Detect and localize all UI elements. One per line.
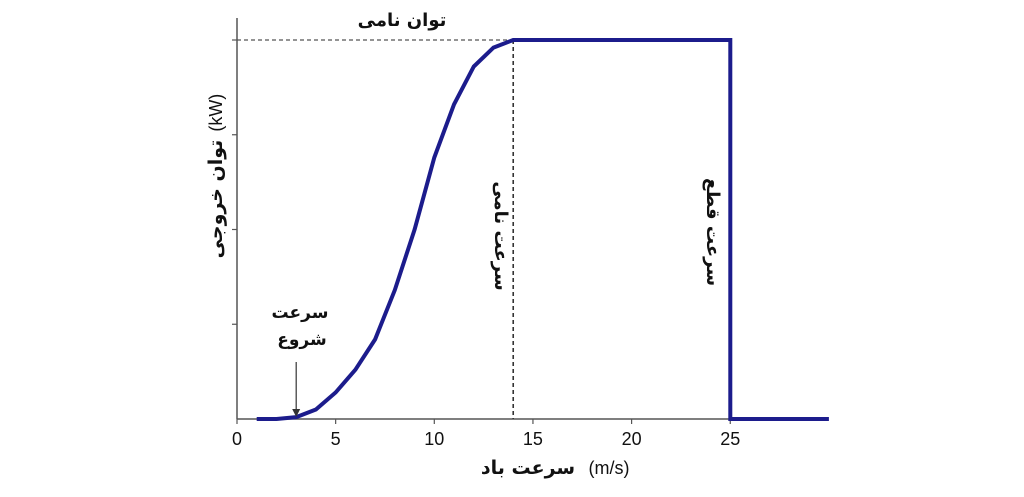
x-axis-unit: (m/s)	[589, 458, 630, 478]
y-tick-marks	[232, 39, 237, 325]
x-tick-label: 5	[331, 429, 341, 449]
cut-in-label-line1: سرعت	[272, 303, 329, 323]
rated-power-label: توان نامی	[358, 10, 447, 31]
y-axis-label: توان خروجی	[205, 140, 227, 259]
power-curve-line	[256, 38, 829, 421]
x-tick-label: 25	[720, 429, 740, 449]
y-axis-title: توان خروجی (kW)	[205, 94, 227, 259]
x-tick-label: 0	[232, 429, 242, 449]
cut-in-arrow-head	[292, 409, 301, 417]
cut-in-label-line2: شروع	[277, 330, 326, 350]
x-tick-label: 10	[424, 429, 444, 449]
rated-speed-label: سرعت نامی	[490, 181, 511, 290]
x-tick-label: 20	[622, 429, 642, 449]
cut-out-label: سرعت قطع	[702, 178, 723, 286]
x-tick-label: 15	[523, 429, 543, 449]
x-axis-label: سرعت باد	[481, 457, 575, 479]
y-axis-unit: (kW)	[206, 94, 226, 132]
